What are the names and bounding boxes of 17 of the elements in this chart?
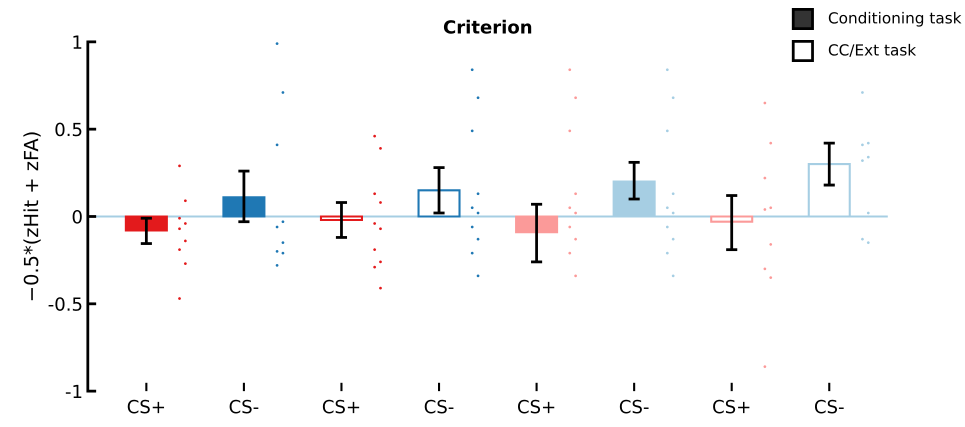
y-tick-label: 0 (72, 210, 82, 224)
chart-title: Criterion (444, 20, 532, 34)
annotation: CC/Ext task (828, 44, 916, 57)
x-tick-label: CS+ (518, 400, 554, 414)
x-tick-label: CS+ (322, 400, 360, 414)
x-tick-label: CS+ (713, 400, 750, 414)
text: Conditioning task (828, 12, 962, 27)
x-tick-label: CS- (424, 400, 454, 414)
x-tick-label: CS- (814, 400, 844, 414)
y-tick-label: 1 (73, 36, 82, 49)
y-tick-label: 0.5 (55, 122, 82, 136)
x-tick-label: CS+ (128, 400, 164, 414)
y-axis-title: −0.5*(zHit + zFA) (23, 132, 41, 300)
x-tick-label: CS- (620, 400, 649, 414)
x-tick-label: CS- (230, 400, 258, 414)
y-tick-label: -1 (66, 384, 82, 398)
y-tick-label: -0.5 (48, 297, 82, 311)
